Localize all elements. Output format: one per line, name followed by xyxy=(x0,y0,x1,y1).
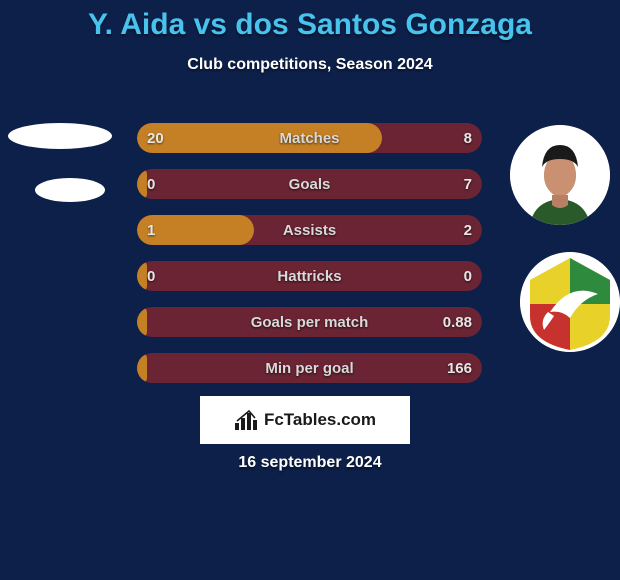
stat-row: Goals per match0.88 xyxy=(137,307,482,337)
stat-row: Min per goal166 xyxy=(137,353,482,383)
stat-value-right: 0 xyxy=(464,261,472,291)
stat-label: Matches xyxy=(137,123,482,153)
stat-label: Goals per match xyxy=(137,307,482,337)
stat-row: Matches20 8 xyxy=(137,123,482,153)
stat-value-right: 166 xyxy=(447,353,472,383)
subtitle: Club competitions, Season 2024 xyxy=(0,56,620,74)
stat-label: Hattricks xyxy=(137,261,482,291)
page-title: Y. Aida vs dos Santos Gonzaga xyxy=(0,0,620,42)
comparison-chart: Matches208Goals07Assists12Hattricks00Goa… xyxy=(137,123,482,399)
player2-avatar xyxy=(510,125,610,225)
stat-value-right: 0.88 xyxy=(443,307,472,337)
stat-row: Goals0 7 xyxy=(137,169,482,199)
brand-text: FcTables.com xyxy=(264,410,376,430)
stat-row: Assists1 2 xyxy=(137,215,482,245)
stat-label: Goals xyxy=(137,169,482,199)
stat-row: Hattricks0 0 xyxy=(137,261,482,291)
stat-value-right: 7 xyxy=(464,169,472,199)
player1-avatar-placeholder-1 xyxy=(8,123,112,149)
stat-value-right: 2 xyxy=(464,215,472,245)
brand-logo-icon xyxy=(234,409,260,431)
club-crest xyxy=(520,252,620,352)
stat-label: Assists xyxy=(137,215,482,245)
stat-label: Min per goal xyxy=(137,353,482,383)
stat-value-left: 20 xyxy=(147,123,164,153)
stat-value-left: 0 xyxy=(147,261,155,291)
stat-value-left: 0 xyxy=(147,169,155,199)
stat-value-right: 8 xyxy=(464,123,472,153)
date-text: 16 september 2024 xyxy=(0,454,620,472)
brand-box: FcTables.com xyxy=(200,396,410,444)
player1-avatar-placeholder-2 xyxy=(35,178,105,202)
stat-value-left: 1 xyxy=(147,215,155,245)
